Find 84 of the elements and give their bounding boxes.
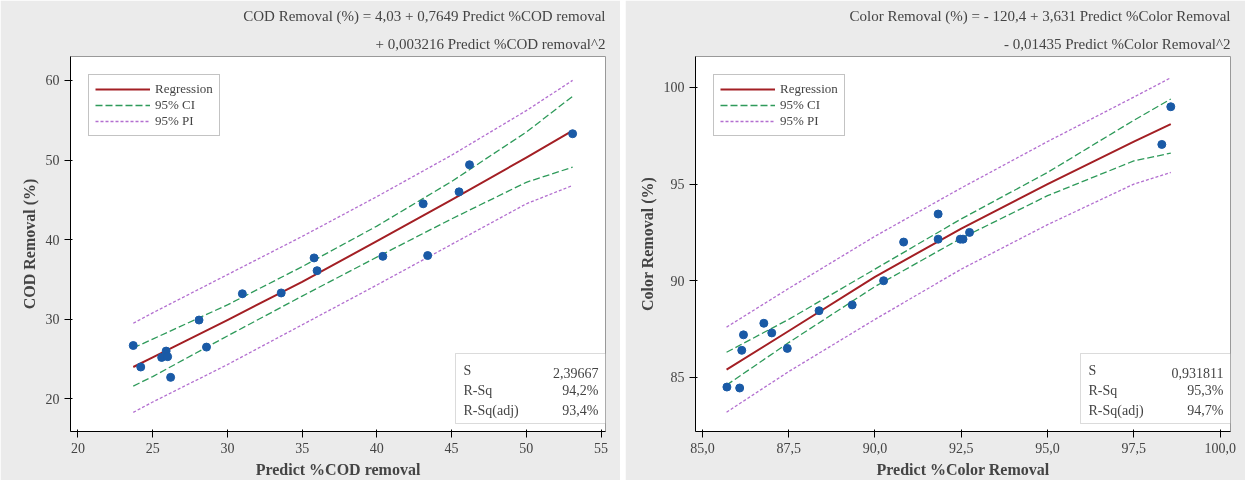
x-tick-label: 40	[369, 440, 384, 456]
point	[735, 383, 745, 393]
point	[309, 253, 319, 263]
x-axis-title: Predict %COD removal	[255, 460, 421, 478]
annotation: 94,2%	[562, 382, 599, 398]
chart-title: COD Removal (%) = 4,03 + 0,7649 Predict %COD removal	[243, 7, 606, 25]
point	[568, 129, 578, 139]
y-axis-title: COD Removal (%)	[20, 178, 39, 310]
point	[814, 306, 824, 316]
x-tick-label: 30	[220, 440, 235, 456]
line-series	[132, 79, 574, 324]
point	[136, 362, 146, 372]
x-tick-label: 100,0	[1204, 440, 1236, 456]
annotation: 2,39667	[553, 365, 599, 381]
point	[847, 300, 857, 310]
x-tick-label: 55	[594, 440, 609, 456]
legend-label: 95% PI	[780, 113, 819, 129]
x-tick-label: 45	[444, 440, 459, 456]
x-tick-label: 20	[70, 440, 85, 456]
point	[418, 199, 428, 209]
point	[1166, 102, 1176, 112]
chart-subtitle: + 0,003216 Predict %COD removal^2	[375, 35, 606, 52]
legend-label: Regression	[780, 81, 838, 97]
point	[276, 288, 286, 298]
annotation: R-Sq(adj)	[463, 402, 520, 419]
y-tick-label: 90	[670, 273, 685, 289]
x-tick-label: 50	[519, 440, 534, 456]
point	[465, 160, 475, 170]
chart-title: Color Removal (%) = - 120,4 + 3,631 Predict %Color Removal	[849, 7, 1231, 25]
x-tick-label: 97,5	[1121, 440, 1147, 456]
point	[423, 251, 433, 261]
y-tick-label: 40	[45, 232, 60, 248]
point	[738, 330, 748, 340]
point	[378, 251, 388, 261]
point	[237, 289, 247, 299]
x-tick-label: 35	[295, 440, 310, 456]
x-tick-label: 85,0	[690, 440, 715, 456]
point	[767, 328, 777, 338]
legend-label: 95% CI	[780, 97, 821, 113]
x-tick-label: 92,5	[949, 440, 974, 456]
y-tick-label: 20	[45, 391, 60, 407]
point	[782, 343, 792, 353]
y-axis-title: Color Removal (%)	[638, 177, 657, 312]
annotation: 95,3%	[1187, 382, 1224, 398]
annotation: S	[463, 362, 472, 378]
annotation: 93,4%	[562, 402, 599, 418]
y-tick-label: 85	[670, 370, 685, 386]
annotation: 0,931811	[1171, 365, 1224, 381]
annotation: 94,7%	[1187, 402, 1224, 418]
point	[128, 341, 138, 350]
point	[933, 209, 943, 219]
annotation: R-Sq	[463, 382, 493, 398]
x-axis-title: Predict %Color Removal	[876, 460, 1050, 478]
y-tick-label: 60	[45, 73, 60, 89]
point	[201, 342, 211, 352]
point	[737, 345, 747, 355]
line-series	[725, 98, 1172, 353]
legend-label: 95% PI	[155, 113, 194, 129]
x-tick-label: 25	[145, 440, 160, 456]
y-tick-label: 100	[663, 80, 685, 96]
point	[899, 237, 909, 247]
point	[722, 382, 732, 392]
point	[312, 266, 322, 276]
x-tick-label: 87,5	[776, 440, 801, 456]
y-tick-label: 50	[45, 153, 60, 168]
y-tick-label: 95	[670, 177, 685, 193]
legend-label: 95% CI	[155, 97, 196, 113]
annotation: S	[1088, 362, 1097, 378]
point	[879, 276, 889, 286]
point	[454, 187, 464, 197]
point	[166, 372, 176, 382]
chart-subtitle: - 0,01435 Predict %Color Removal^2	[1003, 35, 1231, 52]
line-series	[725, 77, 1172, 328]
legend-label: Regression	[155, 81, 213, 97]
point	[965, 227, 975, 237]
point	[194, 315, 204, 325]
x-tick-label: 95,0	[1035, 440, 1060, 456]
annotation: R-Sq(adj)	[1088, 402, 1145, 419]
annotation: R-Sq	[1088, 382, 1118, 398]
x-tick-label: 90,0	[862, 440, 888, 456]
point	[759, 318, 769, 328]
y-tick-label: 30	[45, 312, 60, 328]
point	[1157, 139, 1167, 149]
point	[933, 234, 943, 244]
